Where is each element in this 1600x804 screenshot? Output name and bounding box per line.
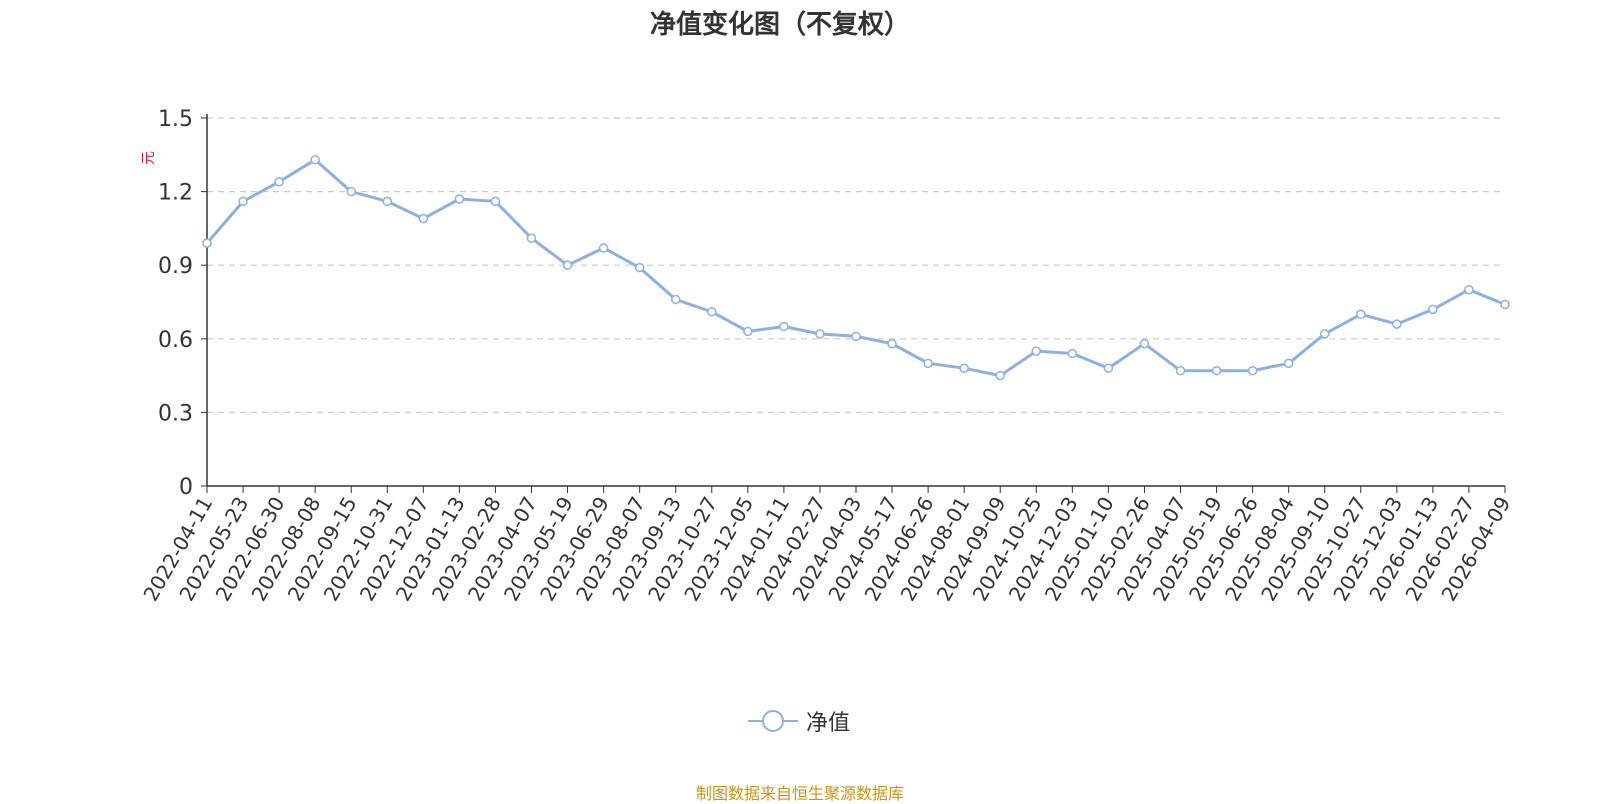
y-axis: 0 0.3 0.6 0.9 1.2 1.5: [158, 107, 208, 500]
data-point: [887, 338, 897, 349]
data-point: [743, 326, 753, 337]
data-point: [1392, 319, 1402, 329]
data-point: [815, 329, 825, 339]
data-point: [851, 331, 861, 342]
data-point: [959, 363, 969, 373]
data-point: [1211, 365, 1222, 376]
data-point: [634, 262, 645, 273]
data-point: [1067, 348, 1078, 359]
data-point: [923, 358, 933, 369]
data-point: [1356, 309, 1366, 320]
data-point: [598, 243, 609, 253]
data-source-note: 制图数据来自恒生聚源数据库: [695, 784, 904, 803]
y-tick-label: 1.2: [158, 181, 193, 206]
y-tick-label: 0.3: [158, 401, 193, 426]
data-point: [1500, 299, 1510, 310]
data-point: [1247, 365, 1258, 376]
y-tick-label: 0.6: [158, 328, 193, 353]
legend[interactable]: 净值: [748, 706, 850, 736]
x-axis: 2022-04-112022-05-232022-06-302022-08-08…: [138, 485, 1515, 605]
chart-title: 净值变化图（不复权）: [649, 10, 910, 40]
legend-label: 净值: [806, 711, 851, 736]
data-point: [995, 370, 1005, 381]
data-point: [562, 260, 573, 270]
data-point: [526, 233, 537, 243]
data-point: [238, 196, 248, 207]
data-point: [1175, 365, 1186, 376]
data-point: [490, 196, 501, 207]
data-point: [310, 154, 320, 165]
data-point: [1428, 304, 1438, 315]
data-point: [382, 196, 393, 207]
data-point: [1031, 346, 1042, 356]
y-tick-label: 0: [179, 475, 193, 500]
data-point: [1283, 358, 1294, 369]
data-point: [670, 294, 681, 305]
series-layer: [202, 154, 1510, 381]
data-point: [1103, 363, 1114, 373]
data-point: [418, 213, 429, 224]
y-axis-label: 元: [141, 151, 157, 165]
y-tick-label: 0.9: [158, 254, 193, 279]
data-point: [346, 186, 356, 197]
legend-marker-icon: [748, 710, 798, 732]
line-chart: 0 0.3 0.6 0.9 1.2 1.5 2022-04-112022-05-23202…: [138, 107, 1515, 605]
data-point: [779, 321, 789, 332]
data-point: [1464, 284, 1474, 295]
data-point: [1139, 338, 1150, 349]
data-point: [454, 194, 465, 204]
grid-lines: [207, 117, 1505, 413]
data-point: [707, 307, 717, 317]
data-point: [274, 177, 284, 187]
y-tick-label: 1.5: [158, 107, 193, 132]
data-point: [1319, 329, 1330, 339]
data-point: [202, 238, 212, 248]
